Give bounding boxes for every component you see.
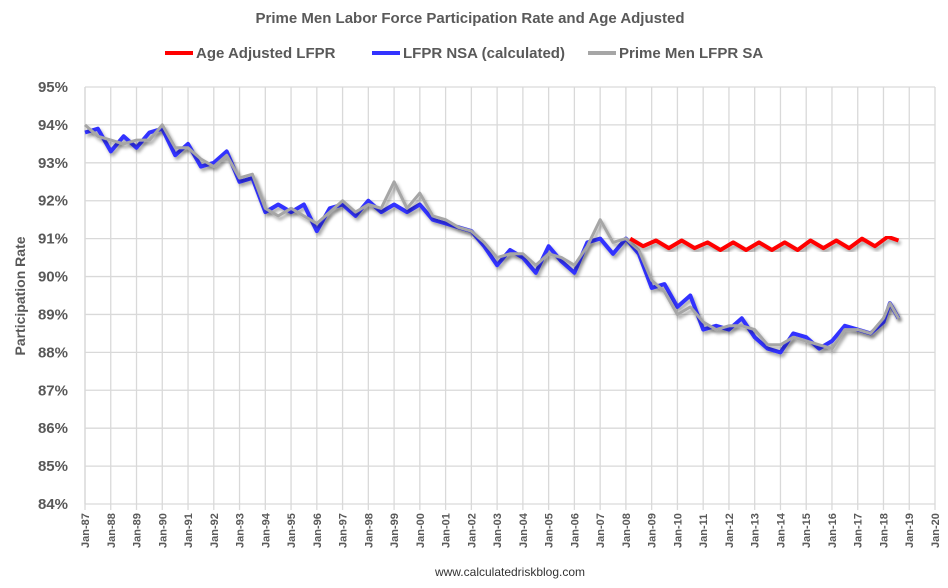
series-lines (84, 123, 901, 355)
x-tick-label: Jan-04 (518, 512, 530, 548)
x-tick-label: Jan-20 (930, 513, 942, 548)
x-tick-label: Jan-96 (312, 513, 324, 548)
y-tick-label: 93% (38, 155, 68, 172)
x-tick-label: Jan-99 (389, 513, 401, 548)
y-tick-label: 94% (38, 117, 68, 134)
x-tick-label: Jan-88 (106, 513, 118, 548)
chart-title: Prime Men Labor Force Participation Rate… (256, 10, 685, 27)
x-tick-label: Jan-06 (569, 513, 581, 548)
x-tick-label: Jan-18 (878, 513, 890, 548)
legend-label: LFPR NSA (calculated) (403, 45, 565, 62)
y-tick-label: 92% (38, 193, 68, 210)
x-tick-label: Jan-10 (672, 513, 684, 548)
legend-item: Age Adjusted LFPR (165, 45, 336, 62)
x-tick-labels: Jan-87 Jan-88 Jan-89 Jan-90 Jan-91 Jan-92 Jan-… (80, 512, 942, 548)
legend: Age Adjusted LFPR LFPR NSA (calculated) Pr… (165, 45, 763, 62)
y-tick-label: 85% (38, 458, 68, 475)
x-tick-label: Jan-14 (775, 512, 787, 548)
y-tick-label: 89% (38, 306, 68, 323)
x-tick-label: Jan-95 (286, 513, 298, 548)
x-tick-label: Jan-92 (209, 513, 221, 548)
x-tick-label: Jan-97 (338, 513, 350, 548)
legend-item: LFPR NSA (calculated) (372, 45, 565, 62)
x-tick-label: Jan-19 (904, 513, 916, 548)
x-tick-label: Jan-98 (363, 513, 375, 548)
y-tick-labels: 84% 85% 86% 87% 88% 89% 90% 91% 92% 93% 94% 95% (38, 79, 68, 513)
y-tick-label: 95% (38, 79, 68, 96)
x-tick-label: Jan-15 (801, 513, 813, 548)
x-tick-label: Jan-13 (750, 513, 762, 548)
x-tick-label: Jan-08 (621, 513, 633, 548)
y-tick-label: 88% (38, 344, 68, 361)
x-tick-label: Jan-02 (466, 513, 478, 548)
y-tick-label: 86% (38, 420, 68, 437)
x-tick-label: Jan-16 (827, 513, 839, 548)
legend-label: Age Adjusted LFPR (196, 45, 336, 62)
x-tick-label: Jan-91 (183, 513, 195, 548)
x-tick-label: Jan-09 (647, 513, 659, 548)
footer-source: www.calculatedriskblog.com (434, 565, 585, 579)
x-tick-label: Jan-12 (724, 513, 736, 548)
y-tick-label: 91% (38, 231, 68, 248)
y-tick-label: 90% (38, 269, 68, 286)
x-tick-label: Jan-07 (595, 513, 607, 548)
x-tick-label: Jan-17 (853, 513, 865, 548)
grid (84, 86, 936, 510)
y-tick-label: 84% (38, 496, 68, 513)
x-tick-label: Jan-90 (157, 513, 169, 548)
x-tick-label: Jan-01 (441, 513, 453, 548)
legend-item: Prime Men LFPR SA (588, 45, 763, 62)
y-axis-label: Participation Rate (12, 236, 28, 355)
x-tick-label: Jan-94 (260, 512, 272, 548)
x-tick-label: Jan-05 (544, 513, 556, 548)
y-tick-label: 87% (38, 382, 68, 399)
x-tick-label: Jan-89 (132, 513, 144, 548)
series-line-age-adjusted-lfpr (629, 234, 900, 252)
x-tick-label: Jan-03 (492, 513, 504, 548)
x-tick-label: Jan-00 (415, 513, 427, 548)
legend-label: Prime Men LFPR SA (619, 45, 763, 62)
x-tick-label: Jan-11 (698, 514, 710, 548)
x-tick-label: Jan-87 (80, 513, 92, 548)
x-tick-label: Jan-93 (235, 513, 247, 548)
